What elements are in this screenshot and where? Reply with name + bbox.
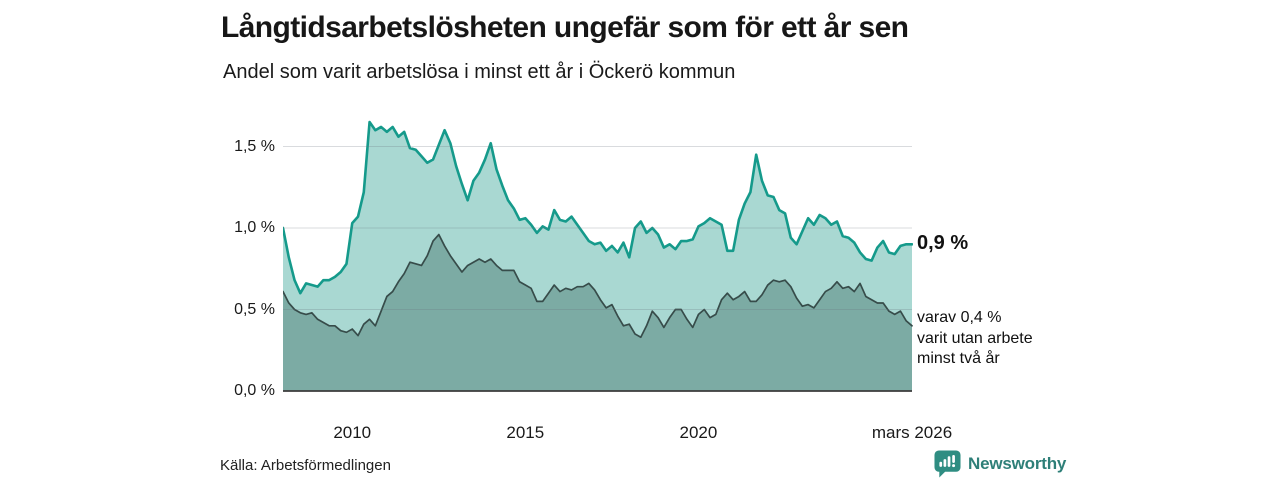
y-axis-label: 1,5 % [234,137,275,155]
newsworthy-logo: Newsworthy [934,450,1066,478]
x-axis-label: mars 2026 [871,423,953,442]
x-axis-label: 2020 [679,423,718,442]
note-line: varit utan arbete [917,329,1033,347]
end-value-label: 0,9 % [917,232,969,254]
y-axis-label: 0,5 % [234,300,275,318]
note-annotation: varav 0,4 % varit utan arbete minst två … [917,308,1033,370]
note-line: varav 0,4 % [917,309,1002,326]
newsworthy-wordmark: Newsworthy [968,454,1067,473]
newsworthy-icon [934,450,961,478]
note-line: minst två år [917,350,1000,367]
x-axis-label: 2010 [333,423,372,442]
y-axis-label: 1,0 % [234,219,275,236]
y-axis-label: 0,0 % [234,382,275,399]
chart-subtitle: Andel som varit arbetslösa i minst ett å… [223,61,736,83]
source-text: Källa: Arbetsförmedlingen [220,457,391,474]
chart-title: Långtidsarbetslösheten ungefär som för e… [221,11,909,44]
x-axis-label: 2015 [506,423,545,442]
unemployment-area-chart [283,120,913,392]
